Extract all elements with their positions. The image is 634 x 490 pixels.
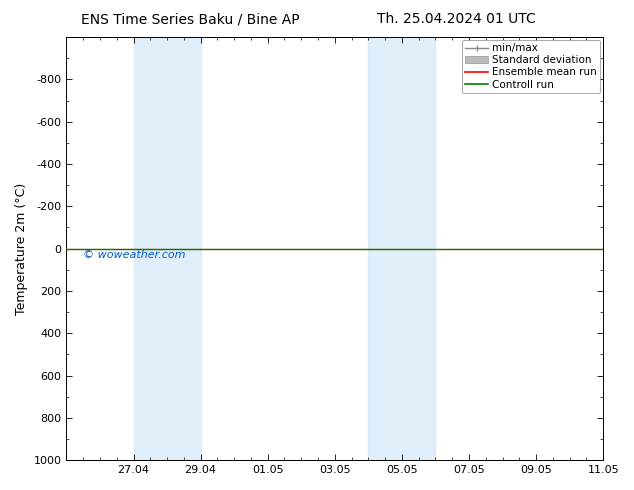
Bar [368, 37, 436, 460]
Legend: min/max, Standard deviation, Ensemble mean run, Controll run: min/max, Standard deviation, Ensemble me… [462, 40, 600, 93]
Y-axis label: Temperature 2m (°C): Temperature 2m (°C) [15, 182, 28, 315]
Text: Th. 25.04.2024 01 UTC: Th. 25.04.2024 01 UTC [377, 12, 536, 26]
Text: © woweather.com: © woweather.com [82, 250, 185, 260]
Text: ENS Time Series Baku / Bine AP: ENS Time Series Baku / Bine AP [81, 12, 299, 26]
Bar [134, 37, 200, 460]
